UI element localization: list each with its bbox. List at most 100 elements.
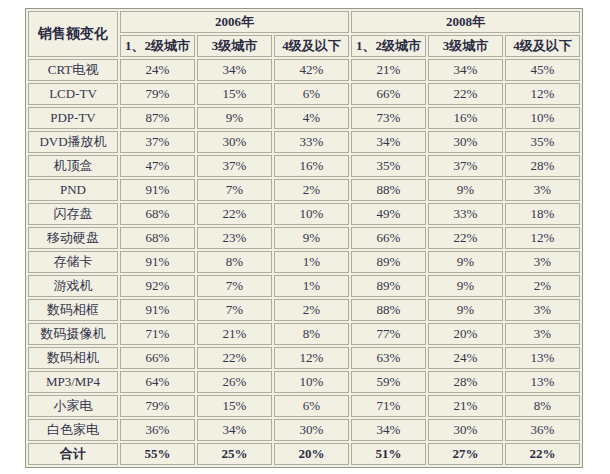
table-cell: 35% <box>505 131 580 153</box>
table-cell: 18% <box>505 203 580 225</box>
table-row: 存储卡91%8%1%89%9%3% <box>28 251 580 273</box>
table-cell: 34% <box>351 419 426 441</box>
row-label: 数码摄像机 <box>28 323 118 345</box>
table-cell: 8% <box>505 395 580 417</box>
table-cell: 16% <box>428 107 503 129</box>
table-cell: 25% <box>197 443 272 465</box>
table-cell: 20% <box>274 443 349 465</box>
table-cell: 88% <box>351 299 426 321</box>
table-row: 游戏机92%7%1%89%9%2% <box>28 275 580 297</box>
table-cell: 21% <box>428 395 503 417</box>
table-cell: 45% <box>505 59 580 81</box>
table-cell: 16% <box>274 155 349 177</box>
table-cell: 66% <box>351 227 426 249</box>
table-cell: 6% <box>274 83 349 105</box>
total-row: 合计55%25%20%51%27%22% <box>28 443 580 465</box>
table-cell: 10% <box>274 203 349 225</box>
table-cell: 79% <box>120 83 195 105</box>
row-label: LCD-TV <box>28 83 118 105</box>
table-cell: 37% <box>120 131 195 153</box>
table-cell: 3% <box>505 179 580 201</box>
table-row: 机顶盒47%37%16%35%37%28% <box>28 155 580 177</box>
row-label: 闪存盘 <box>28 203 118 225</box>
table-cell: 59% <box>351 371 426 393</box>
table-cell: 77% <box>351 323 426 345</box>
table-cell: 13% <box>505 371 580 393</box>
table-cell: 79% <box>120 395 195 417</box>
table-cell: 55% <box>120 443 195 465</box>
table-cell: 91% <box>120 251 195 273</box>
table-cell: 68% <box>120 227 195 249</box>
table-row: 移动硬盘68%23%9%66%22%12% <box>28 227 580 249</box>
table-cell: 89% <box>351 275 426 297</box>
column-header-1-0: 1、2级城市 <box>351 35 426 57</box>
table-cell: 88% <box>351 179 426 201</box>
table-row: PND91%7%2%88%9%3% <box>28 179 580 201</box>
table-cell: 2% <box>274 179 349 201</box>
table-row: MP3/MP464%26%10%59%28%13% <box>28 371 580 393</box>
row-label: 机顶盒 <box>28 155 118 177</box>
table-cell: 34% <box>197 419 272 441</box>
row-label: 小家电 <box>28 395 118 417</box>
table-cell: 68% <box>120 203 195 225</box>
table-cell: 35% <box>351 155 426 177</box>
table-cell: 10% <box>505 107 580 129</box>
table-cell: 30% <box>197 131 272 153</box>
table-cell: 9% <box>428 299 503 321</box>
table-cell: 66% <box>351 83 426 105</box>
table-cell: 12% <box>505 227 580 249</box>
table-cell: 71% <box>120 323 195 345</box>
table-cell: 91% <box>120 299 195 321</box>
table-cell: 3% <box>505 251 580 273</box>
table-cell: 28% <box>428 371 503 393</box>
row-label: 游戏机 <box>28 275 118 297</box>
table-cell: 22% <box>197 203 272 225</box>
column-header-1-2: 4级及以下 <box>505 35 580 57</box>
row-label: 白色家电 <box>28 419 118 441</box>
row-label: 数码相框 <box>28 299 118 321</box>
table-row: CRT电视24%34%42%21%34%45% <box>28 59 580 81</box>
table-cell: 9% <box>428 251 503 273</box>
table-cell: 8% <box>274 323 349 345</box>
table-cell: 28% <box>505 155 580 177</box>
table-row: 数码相机66%22%12%63%24%13% <box>28 347 580 369</box>
column-header-0-1: 3级城市 <box>197 35 272 57</box>
table-cell: 37% <box>197 155 272 177</box>
table-cell: 6% <box>274 395 349 417</box>
table-cell: 30% <box>428 131 503 153</box>
table-cell: 51% <box>351 443 426 465</box>
table-row: DVD播放机37%30%33%34%30%35% <box>28 131 580 153</box>
table-cell: 7% <box>197 179 272 201</box>
table-cell: 23% <box>197 227 272 249</box>
column-header-1-1: 3级城市 <box>428 35 503 57</box>
table-cell: 49% <box>351 203 426 225</box>
table-cell: 22% <box>505 443 580 465</box>
table-cell: 34% <box>197 59 272 81</box>
table-cell: 21% <box>197 323 272 345</box>
page: 销售额变化 2006年 2008年 1、2级城市3级城市4级及以下1、2级城市3… <box>0 0 610 474</box>
table-cell: 4% <box>274 107 349 129</box>
table-cell: 33% <box>274 131 349 153</box>
table-cell: 3% <box>505 299 580 321</box>
table-cell: 12% <box>505 83 580 105</box>
table-cell: 36% <box>505 419 580 441</box>
row-label: 合计 <box>28 443 118 465</box>
table-cell: 64% <box>120 371 195 393</box>
table-cell: 36% <box>120 419 195 441</box>
table-cell: 20% <box>428 323 503 345</box>
table-cell: 22% <box>428 227 503 249</box>
table-cell: 73% <box>351 107 426 129</box>
column-header-0-0: 1、2级城市 <box>120 35 195 57</box>
table-cell: 8% <box>197 251 272 273</box>
year-header-2008: 2008年 <box>351 11 580 33</box>
table-cell: 91% <box>120 179 195 201</box>
table-cell: 22% <box>428 83 503 105</box>
table-cell: 26% <box>197 371 272 393</box>
table-cell: 30% <box>274 419 349 441</box>
table-cell: 10% <box>274 371 349 393</box>
table-row: 小家电79%15%6%71%21%8% <box>28 395 580 417</box>
table-cell: 34% <box>351 131 426 153</box>
table-cell: 9% <box>274 227 349 249</box>
table-cell: 9% <box>428 179 503 201</box>
column-header-0-2: 4级及以下 <box>274 35 349 57</box>
